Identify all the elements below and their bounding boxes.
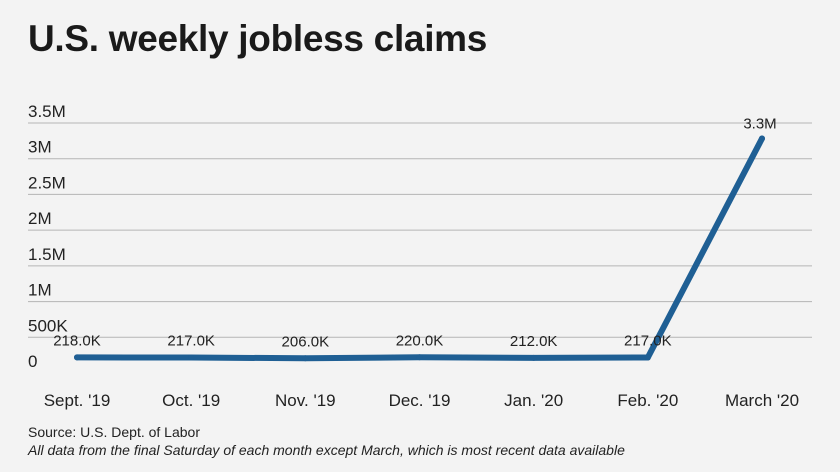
x-tick-label: Jan. '20 [504, 391, 563, 410]
x-tick-label: Nov. '19 [275, 391, 336, 410]
x-tick-label: Sept. '19 [44, 391, 111, 410]
data-point [759, 135, 765, 142]
y-tick-label: 0 [28, 352, 37, 371]
data-label: 217.0K [167, 333, 215, 350]
footnote: All data from the final Saturday of each… [28, 442, 625, 458]
source-note: Source: U.S. Dept. of Labor [28, 424, 200, 440]
y-tick-label: 500K [28, 316, 68, 335]
x-tick-label: Oct. '19 [162, 391, 220, 410]
y-tick-label: 1M [28, 281, 52, 300]
chart-title: U.S. weekly jobless claims [28, 18, 488, 59]
data-label: 218.0K [53, 332, 101, 349]
y-tick-label: 3M [28, 138, 52, 157]
data-label: 220.0K [396, 332, 444, 349]
x-tick-label: March '20 [725, 391, 799, 410]
x-tick-label: Feb. '20 [617, 391, 678, 410]
data-label: 3.3M [743, 116, 776, 133]
x-tick-label: Dec. '19 [389, 391, 451, 410]
series-line [74, 135, 765, 362]
data-label: 217.0K [624, 333, 672, 350]
data-point [188, 354, 195, 361]
data-point [302, 355, 309, 362]
data-point [530, 354, 537, 361]
data-point [74, 354, 80, 361]
data-point [416, 354, 423, 361]
line-chart: 0 500K 1M 1.5M 2M 2.5M 3M 3.5M Sept. '19 Oct. '19… [28, 102, 812, 410]
y-tick-label: 1.5M [28, 245, 66, 264]
data-label: 206.0K [282, 333, 330, 350]
y-tick-label: 2.5M [28, 173, 66, 192]
y-tick-label: 3.5M [28, 102, 66, 121]
data-label: 212.0K [510, 333, 558, 350]
data-point [644, 354, 651, 361]
y-tick-label: 2M [28, 209, 52, 228]
